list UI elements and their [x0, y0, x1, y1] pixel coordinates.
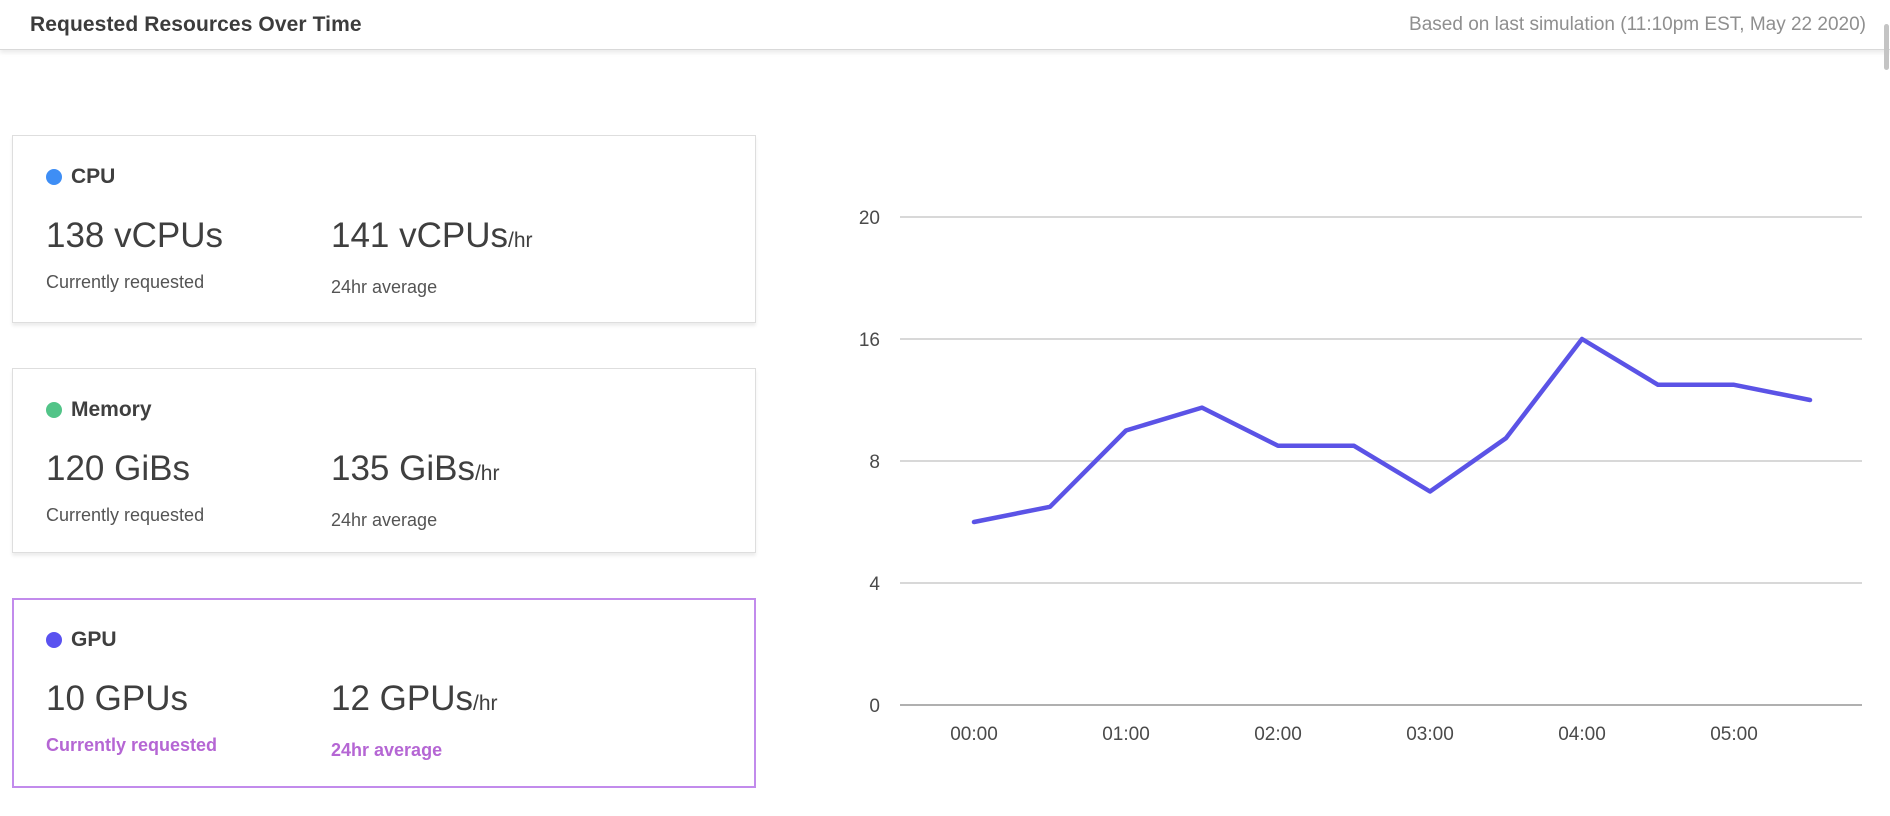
gpu-current-caption: Currently requested — [46, 735, 218, 755]
gpu-average-value: 12 GPUs/hr — [331, 677, 722, 726]
y-tick-label: 4 — [869, 574, 880, 595]
x-tick-label: 00:00 — [950, 724, 998, 745]
memory-current-caption: Currently requested — [46, 505, 205, 525]
cpu-card-label: CPU — [71, 165, 116, 188]
simulation-timestamp: Based on last simulation (11:10pm EST, M… — [1409, 13, 1866, 35]
y-tick-label: 16 — [859, 330, 880, 351]
x-tick-label: 05:00 — [1710, 724, 1758, 745]
page-title: Requested Resources Over Time — [30, 12, 362, 36]
memory-average-value: 135 GiBs/hr — [331, 447, 722, 496]
gpu-card-header: GPU — [46, 627, 722, 653]
cpu-legend-dot-icon — [46, 169, 62, 185]
gpu-average-suffix: /hr — [473, 692, 498, 715]
gpu-average-caption: 24hr average — [331, 740, 443, 760]
cpu-current-value: 138 vCPUs — [46, 216, 224, 255]
cpu-average-caption: 24hr average — [331, 277, 438, 297]
cpu-card[interactable]: CPU 138 vCPUs Currently requested 141 vC… — [12, 135, 756, 323]
x-tick-label: 04:00 — [1558, 724, 1606, 745]
panel-header: Requested Resources Over Time Based on l… — [0, 0, 1890, 50]
x-tick-label: 02:00 — [1254, 724, 1302, 745]
gpu-usage-line — [971, 336, 1813, 525]
memory-current-value: 120 GiBs — [46, 449, 190, 488]
cpu-card-body: 138 vCPUs Currently requested 141 vCPUs/… — [46, 214, 722, 299]
memory-card-header: Memory — [46, 397, 722, 423]
y-tick-label: 8 — [869, 452, 880, 473]
memory-average-suffix: /hr — [474, 462, 500, 485]
cpu-average-suffix: /hr — [508, 229, 533, 252]
memory-card-label: Memory — [71, 398, 152, 421]
requested-resources-chart: 20 16 8 4 0 00:00 01:00 02:00 03:00 04:00 05:00 — [850, 150, 1890, 770]
gpu-legend-dot-icon — [46, 632, 62, 648]
memory-card[interactable]: Memory 120 GiBs Currently requested 135 … — [12, 368, 756, 553]
y-tick-label: 20 — [859, 208, 880, 229]
gpu-card-label: GPU — [71, 628, 117, 651]
gpu-usage-line-chart: 20 16 8 4 0 00:00 01:00 02:00 03:00 04:00 05:00 — [859, 208, 1862, 745]
x-tick-label: 01:00 — [1102, 724, 1150, 745]
x-tick-label: 03:00 — [1406, 724, 1454, 745]
gpu-current-value: 10 GPUs — [46, 679, 188, 718]
memory-average-number: 135 GiBs — [331, 449, 475, 488]
cpu-card-header: CPU — [46, 164, 722, 190]
cpu-average-value: 141 vCPUs/hr — [331, 214, 722, 263]
memory-card-body: 120 GiBs Currently requested 135 GiBs/hr… — [46, 447, 722, 532]
scrollbar-thumb[interactable] — [1884, 24, 1889, 70]
gpu-card-body: 10 GPUs Currently requested 12 GPUs/hr 2… — [46, 677, 722, 762]
memory-average-caption: 24hr average — [331, 510, 438, 530]
gpu-average-number: 12 GPUs — [331, 679, 473, 718]
cpu-current-caption: Currently requested — [46, 272, 205, 292]
gpu-card-selected[interactable]: GPU 10 GPUs Currently requested 12 GPUs/… — [12, 598, 756, 788]
memory-legend-dot-icon — [46, 402, 62, 418]
y-tick-label: 0 — [869, 696, 880, 717]
cpu-average-number: 141 vCPUs — [331, 216, 509, 255]
